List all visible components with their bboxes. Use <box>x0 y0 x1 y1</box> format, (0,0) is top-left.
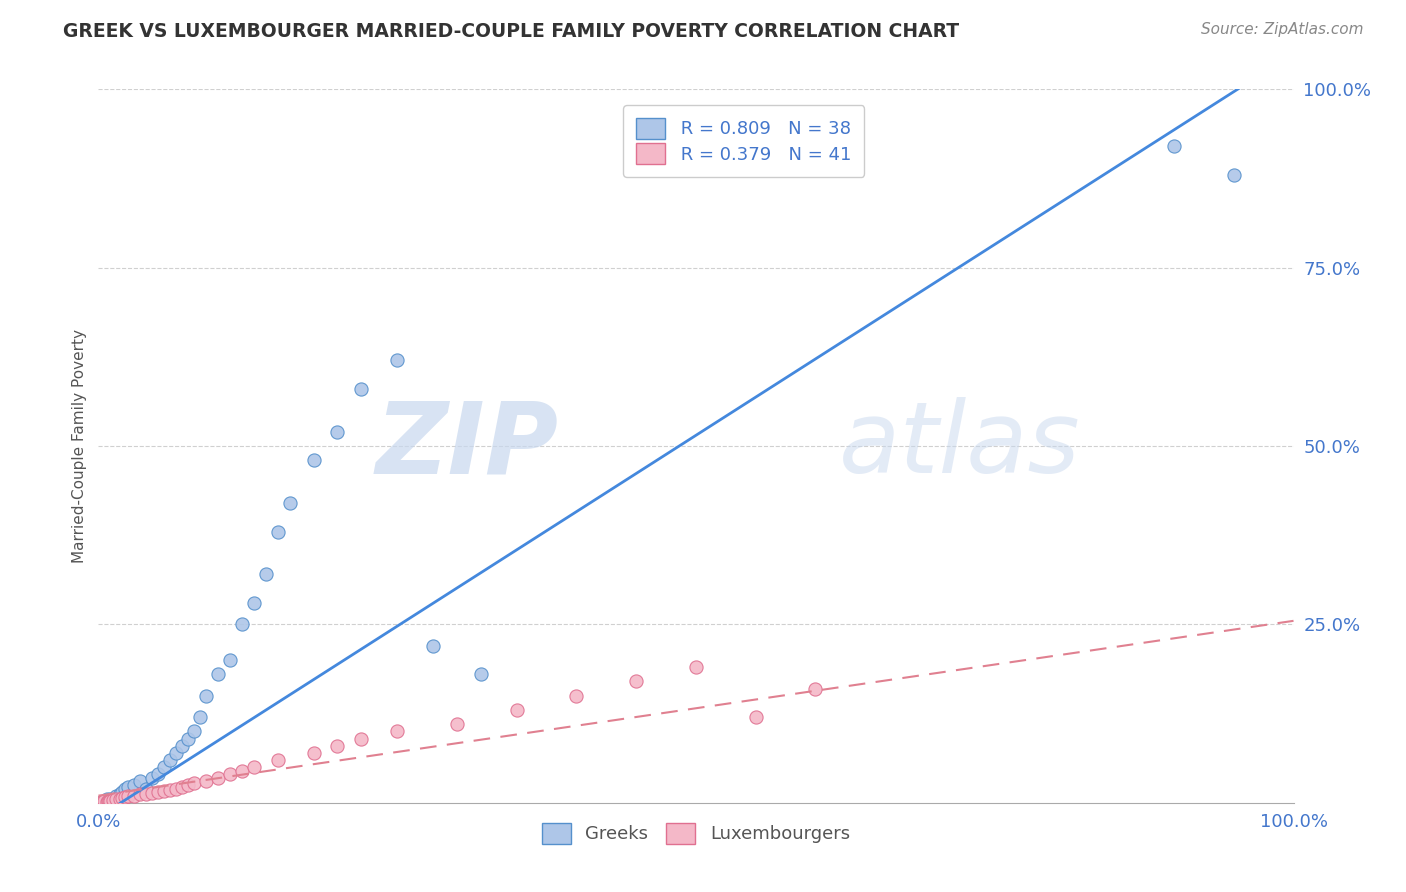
Point <box>195 774 218 789</box>
Point <box>111 785 134 799</box>
Point <box>565 689 588 703</box>
Point <box>326 425 349 439</box>
Point <box>105 789 128 803</box>
Point <box>135 787 157 801</box>
Point <box>105 792 128 806</box>
Point <box>93 794 115 808</box>
Point <box>153 760 176 774</box>
Legend: Greeks, Luxembourgers: Greeks, Luxembourgers <box>534 815 858 851</box>
Point <box>96 792 118 806</box>
Point <box>804 681 827 696</box>
Text: GREEK VS LUXEMBOURGER MARRIED-COUPLE FAMILY POVERTY CORRELATION CHART: GREEK VS LUXEMBOURGER MARRIED-COUPLE FAM… <box>63 22 959 41</box>
Point <box>254 567 277 582</box>
Point <box>1223 168 1246 182</box>
Point <box>98 794 122 808</box>
Point <box>350 731 373 746</box>
Point <box>183 776 205 790</box>
Point <box>385 353 409 368</box>
Point <box>93 794 115 808</box>
Point <box>172 780 194 794</box>
Y-axis label: Married-Couple Family Poverty: Married-Couple Family Poverty <box>72 329 87 563</box>
Point <box>153 784 176 798</box>
Point <box>141 786 163 800</box>
Point <box>117 789 139 804</box>
Point <box>129 787 152 801</box>
Point <box>172 739 194 753</box>
Point <box>148 785 170 799</box>
Point <box>114 790 136 805</box>
Point <box>326 739 349 753</box>
Point <box>506 703 529 717</box>
Point <box>124 789 146 803</box>
Point <box>129 774 152 789</box>
Point <box>98 794 121 808</box>
Point <box>278 496 301 510</box>
Point <box>219 767 242 781</box>
Point <box>267 753 290 767</box>
Point <box>470 667 492 681</box>
Point <box>231 617 253 632</box>
Point <box>1163 139 1185 153</box>
Point <box>159 753 181 767</box>
Point <box>183 724 205 739</box>
Point <box>267 524 290 539</box>
Point <box>207 771 229 785</box>
Point <box>108 791 131 805</box>
Point <box>141 771 163 785</box>
Point <box>165 746 187 760</box>
Point <box>117 780 139 794</box>
Point <box>302 453 325 467</box>
Point <box>87 796 110 810</box>
Point <box>685 660 707 674</box>
Point <box>188 710 211 724</box>
Point <box>98 791 122 805</box>
Point <box>350 382 373 396</box>
Text: atlas: atlas <box>839 398 1081 494</box>
Point <box>114 781 136 796</box>
Point <box>302 746 325 760</box>
Point <box>124 778 146 792</box>
Point <box>111 790 134 805</box>
Point <box>195 689 218 703</box>
Point <box>422 639 444 653</box>
Point <box>108 787 131 801</box>
Point <box>148 767 170 781</box>
Point <box>159 783 181 797</box>
Point <box>101 792 124 806</box>
Point <box>177 778 200 792</box>
Point <box>745 710 768 724</box>
Point <box>165 781 187 796</box>
Point <box>177 731 200 746</box>
Point <box>626 674 648 689</box>
Text: Source: ZipAtlas.com: Source: ZipAtlas.com <box>1201 22 1364 37</box>
Point <box>135 781 157 796</box>
Point <box>446 717 468 731</box>
Point <box>243 596 266 610</box>
Point <box>96 795 118 809</box>
Point <box>231 764 253 778</box>
Point <box>385 724 409 739</box>
Point <box>243 760 266 774</box>
Point <box>219 653 242 667</box>
Point <box>207 667 229 681</box>
Text: ZIP: ZIP <box>375 398 558 494</box>
Point <box>101 793 124 807</box>
Point <box>91 795 114 809</box>
Point <box>87 796 110 810</box>
Point <box>97 794 120 808</box>
